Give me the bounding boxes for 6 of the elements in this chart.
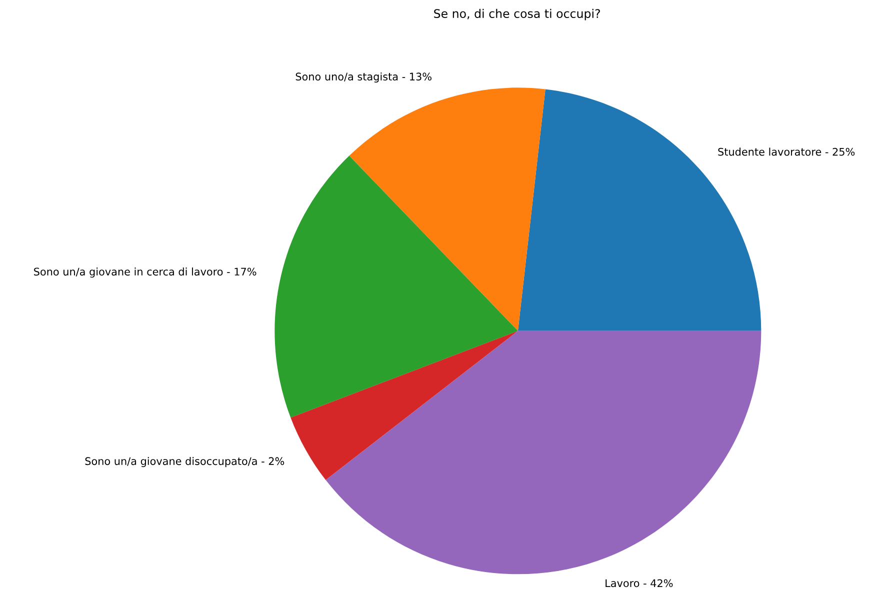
slice-label: Lavoro - 42% — [606, 579, 673, 588]
slice-label: Studente lavoratore - 25% — [718, 148, 855, 156]
chart-title: Se no, di che cosa ti occupi? — [434, 8, 600, 20]
slice-label: Sono un/a giovane in cerca di lavoro - 17% — [34, 268, 256, 278]
slice-label: Sono uno/a stagista - 13% — [296, 72, 432, 83]
slice-label: Sono un/a giovane disoccupato/a - 2% — [85, 457, 284, 468]
